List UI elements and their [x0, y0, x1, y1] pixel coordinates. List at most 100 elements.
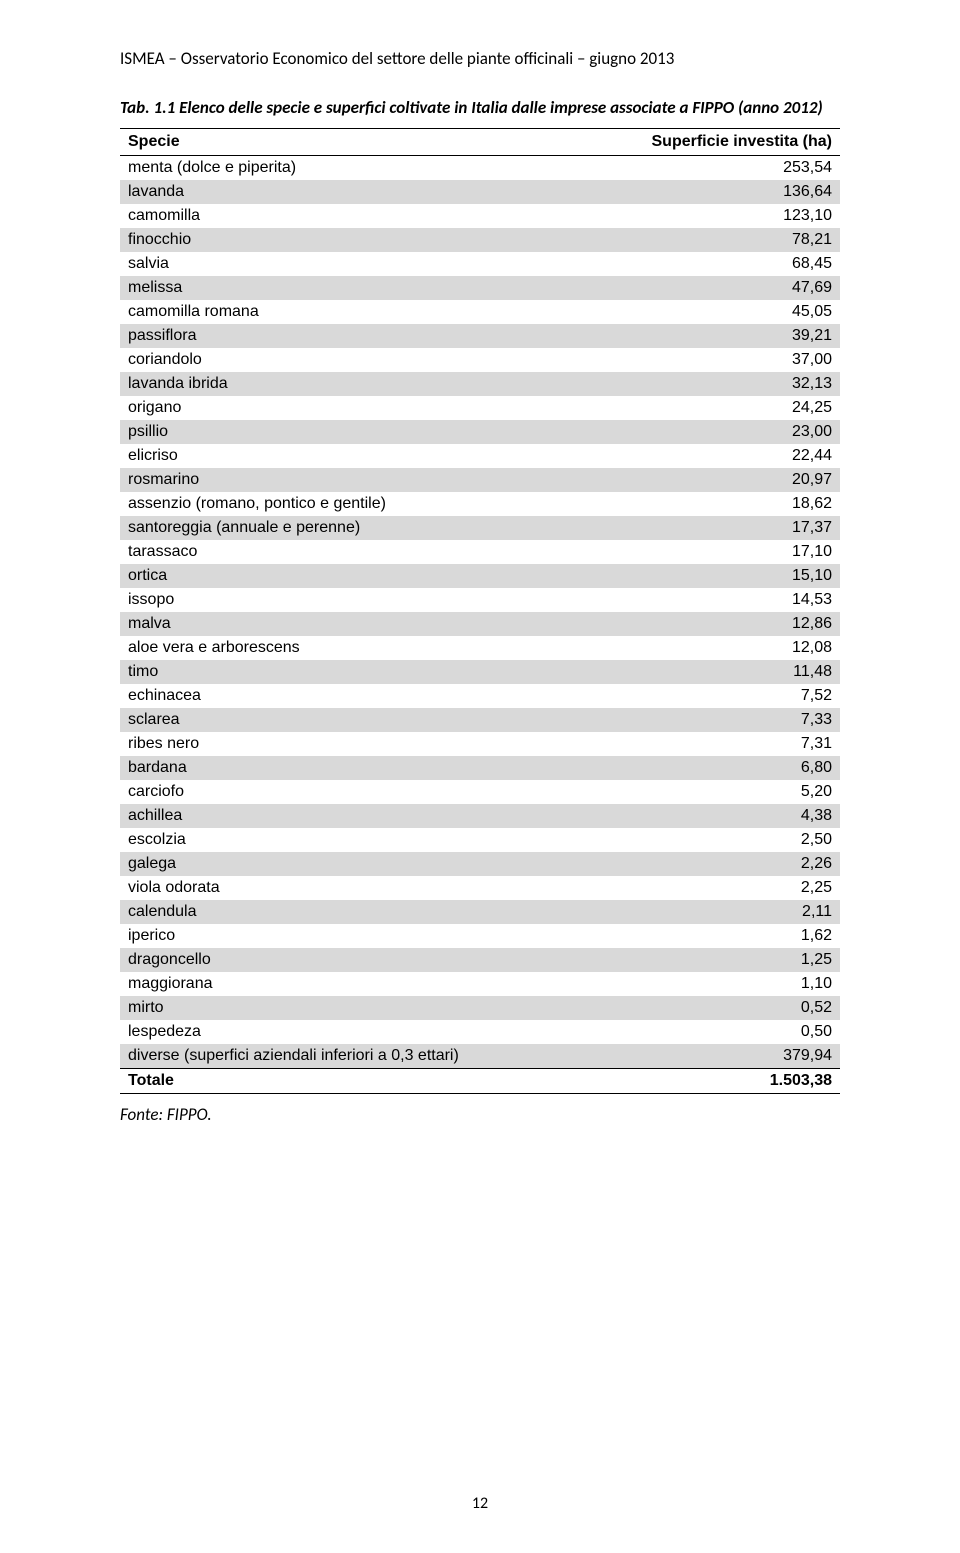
table-row: salvia68,45	[120, 252, 840, 276]
page-number: 12	[0, 1494, 960, 1513]
table-row: dragoncello1,25	[120, 948, 840, 972]
cell-value: 78,21	[580, 228, 840, 252]
table-header-row: Specie Superficie investita (ha)	[120, 129, 840, 156]
cell-specie: calendula	[120, 900, 580, 924]
table-row: tarassaco17,10	[120, 540, 840, 564]
page-header: ISMEA – Osservatorio Economico del setto…	[120, 48, 840, 69]
table-row: escolzia2,50	[120, 828, 840, 852]
cell-value: 253,54	[580, 156, 840, 181]
cell-value: 2,50	[580, 828, 840, 852]
cell-specie: passiflora	[120, 324, 580, 348]
cell-value: 0,52	[580, 996, 840, 1020]
table-caption: Tab. 1.1 Elenco delle specie e superfici…	[120, 97, 840, 118]
table-row: lavanda136,64	[120, 180, 840, 204]
cell-specie: menta (dolce e piperita)	[120, 156, 580, 181]
table-row: coriandolo37,00	[120, 348, 840, 372]
total-value: 1.503,38	[580, 1069, 840, 1094]
table-row: origano24,25	[120, 396, 840, 420]
cell-value: 2,25	[580, 876, 840, 900]
cell-specie: achillea	[120, 804, 580, 828]
cell-specie: bardana	[120, 756, 580, 780]
cell-value: 37,00	[580, 348, 840, 372]
table-row: rosmarino20,97	[120, 468, 840, 492]
cell-value: 39,21	[580, 324, 840, 348]
table-row: menta (dolce e piperita)253,54	[120, 156, 840, 181]
table-row: assenzio (romano, pontico e gentile)18,6…	[120, 492, 840, 516]
cell-value: 24,25	[580, 396, 840, 420]
cell-value: 23,00	[580, 420, 840, 444]
cell-specie: lavanda ibrida	[120, 372, 580, 396]
cell-specie: malva	[120, 612, 580, 636]
cell-specie: mirto	[120, 996, 580, 1020]
table-row: iperico1,62	[120, 924, 840, 948]
table-row: diverse (superfici aziendali inferiori a…	[120, 1044, 840, 1069]
table-row: lavanda ibrida32,13	[120, 372, 840, 396]
table-row: ortica15,10	[120, 564, 840, 588]
table-row: viola odorata2,25	[120, 876, 840, 900]
cell-value: 12,86	[580, 612, 840, 636]
cell-value: 17,10	[580, 540, 840, 564]
cell-specie: coriandolo	[120, 348, 580, 372]
table-source: Fonte: FIPPO.	[120, 1104, 840, 1125]
cell-value: 47,69	[580, 276, 840, 300]
cell-value: 1,62	[580, 924, 840, 948]
table-row: achillea4,38	[120, 804, 840, 828]
species-table: Specie Superficie investita (ha) menta (…	[120, 128, 840, 1094]
table-row: sclarea7,33	[120, 708, 840, 732]
cell-value: 2,11	[580, 900, 840, 924]
cell-specie: finocchio	[120, 228, 580, 252]
cell-value: 0,50	[580, 1020, 840, 1044]
cell-specie: salvia	[120, 252, 580, 276]
table-row: maggiorana1,10	[120, 972, 840, 996]
table-row: galega2,26	[120, 852, 840, 876]
cell-specie: santoreggia (annuale e perenne)	[120, 516, 580, 540]
cell-specie: carciofo	[120, 780, 580, 804]
cell-value: 45,05	[580, 300, 840, 324]
cell-specie: camomilla romana	[120, 300, 580, 324]
table-row: mirto0,52	[120, 996, 840, 1020]
cell-specie: timo	[120, 660, 580, 684]
cell-value: 32,13	[580, 372, 840, 396]
cell-specie: lavanda	[120, 180, 580, 204]
cell-specie: diverse (superfici aziendali inferiori a…	[120, 1044, 580, 1069]
table-total-row: Totale1.503,38	[120, 1069, 840, 1094]
cell-value: 11,48	[580, 660, 840, 684]
cell-value: 7,33	[580, 708, 840, 732]
cell-value: 1,25	[580, 948, 840, 972]
cell-specie: origano	[120, 396, 580, 420]
cell-specie: melissa	[120, 276, 580, 300]
cell-specie: dragoncello	[120, 948, 580, 972]
cell-specie: viola odorata	[120, 876, 580, 900]
total-label: Totale	[120, 1069, 580, 1094]
cell-value: 17,37	[580, 516, 840, 540]
cell-value: 12,08	[580, 636, 840, 660]
cell-value: 7,52	[580, 684, 840, 708]
table-row: aloe vera e arborescens12,08	[120, 636, 840, 660]
cell-specie: echinacea	[120, 684, 580, 708]
table-row: calendula2,11	[120, 900, 840, 924]
cell-value: 4,38	[580, 804, 840, 828]
cell-value: 379,94	[580, 1044, 840, 1069]
cell-specie: elicriso	[120, 444, 580, 468]
cell-specie: ribes nero	[120, 732, 580, 756]
table-row: camomilla123,10	[120, 204, 840, 228]
cell-value: 15,10	[580, 564, 840, 588]
cell-specie: escolzia	[120, 828, 580, 852]
table-row: camomilla romana45,05	[120, 300, 840, 324]
cell-specie: aloe vera e arborescens	[120, 636, 580, 660]
cell-value: 123,10	[580, 204, 840, 228]
page: ISMEA – Osservatorio Economico del setto…	[0, 0, 960, 1553]
table-row: passiflora39,21	[120, 324, 840, 348]
cell-value: 1,10	[580, 972, 840, 996]
table-row: melissa47,69	[120, 276, 840, 300]
cell-specie: maggiorana	[120, 972, 580, 996]
cell-specie: issopo	[120, 588, 580, 612]
cell-value: 68,45	[580, 252, 840, 276]
table-row: issopo14,53	[120, 588, 840, 612]
col-header-specie: Specie	[120, 129, 580, 156]
cell-specie: sclarea	[120, 708, 580, 732]
cell-value: 5,20	[580, 780, 840, 804]
cell-specie: ortica	[120, 564, 580, 588]
cell-value: 136,64	[580, 180, 840, 204]
cell-specie: assenzio (romano, pontico e gentile)	[120, 492, 580, 516]
